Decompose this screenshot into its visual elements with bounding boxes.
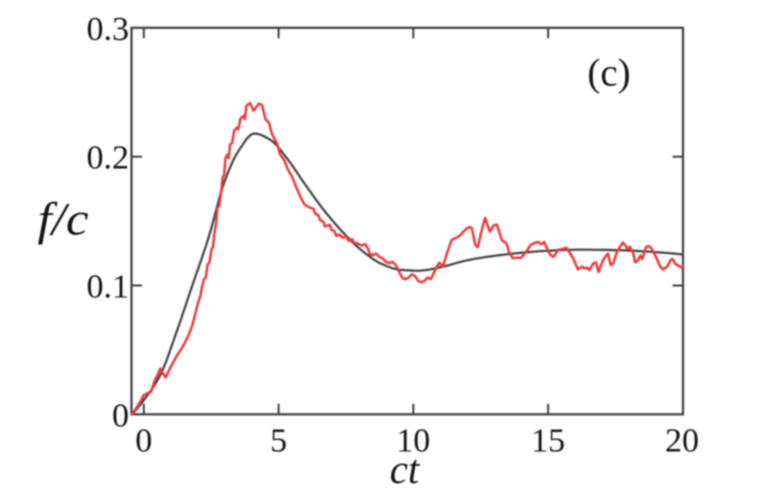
svg-text:f/c: f/c — [38, 194, 89, 246]
svg-text:0: 0 — [112, 397, 129, 434]
svg-text:0: 0 — [135, 423, 152, 460]
svg-text:0.2: 0.2 — [87, 140, 130, 177]
svg-text:0.1: 0.1 — [87, 269, 130, 306]
svg-text:10: 10 — [396, 423, 430, 460]
svg-text:5: 5 — [270, 423, 287, 460]
svg-text:(c): (c) — [587, 52, 630, 95]
svg-text:ct: ct — [390, 446, 421, 492]
svg-text:20: 20 — [665, 423, 699, 460]
svg-text:0.3: 0.3 — [87, 11, 130, 48]
svg-text:15: 15 — [531, 423, 565, 460]
